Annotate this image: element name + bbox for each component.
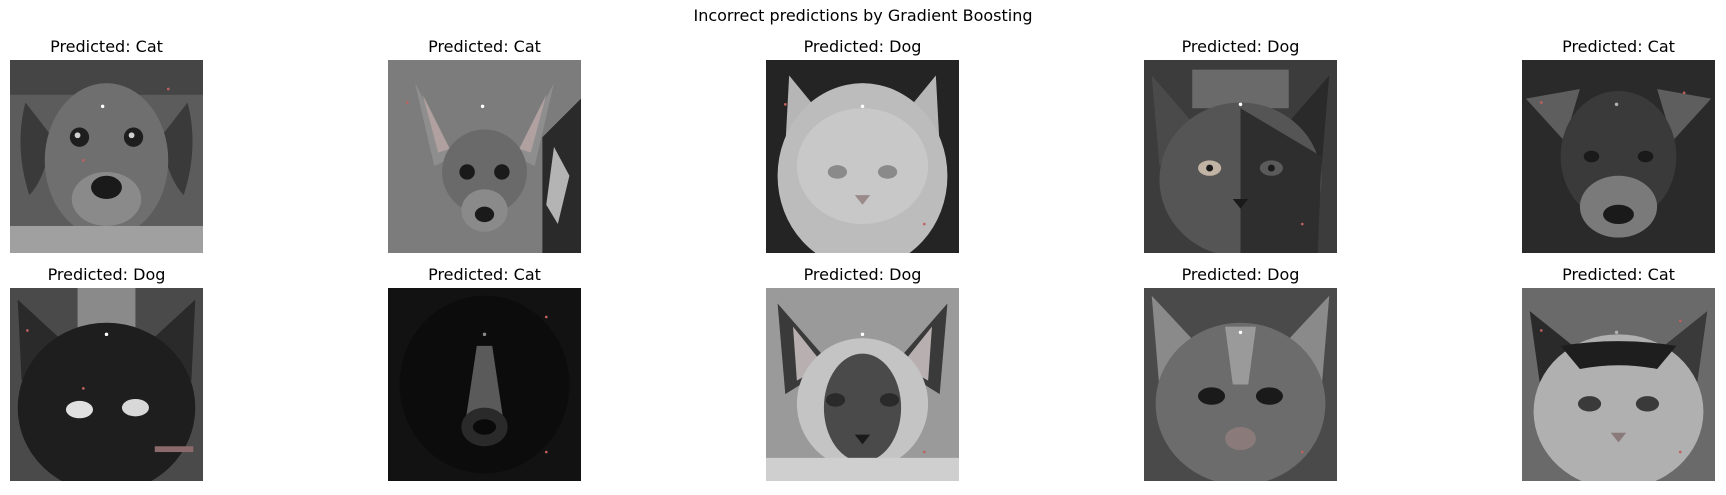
panel-title: Predicted: Cat bbox=[428, 37, 541, 56]
panel-title: Predicted: Cat bbox=[1562, 265, 1675, 284]
white-cat-image bbox=[1522, 288, 1715, 481]
black-cat-image bbox=[10, 288, 203, 481]
panel-title: Predicted: Cat bbox=[50, 37, 163, 56]
figure-title: Incorrect predictions by Gradient Boosti… bbox=[693, 6, 1033, 25]
image-panel: Predicted: Dog bbox=[766, 37, 959, 253]
tabby-cat-image bbox=[1144, 288, 1337, 481]
image-panel: Predicted: Cat bbox=[1522, 37, 1715, 253]
image-panel: Predicted: Cat bbox=[388, 37, 581, 253]
puppy-image bbox=[10, 60, 203, 253]
panel-title: Predicted: Dog bbox=[1181, 37, 1300, 56]
panel-title: Predicted: Dog bbox=[803, 37, 922, 56]
chihuahua-image bbox=[388, 60, 581, 253]
white-cat-image bbox=[766, 60, 959, 253]
image-panel: Predicted: Dog bbox=[10, 265, 203, 481]
panel-title: Predicted: Dog bbox=[1181, 265, 1300, 284]
grey-cat-image bbox=[1144, 60, 1337, 253]
image-panel: Predicted: Cat bbox=[10, 37, 203, 253]
siamese-cat-image bbox=[766, 288, 959, 481]
image-panel: Predicted: Cat bbox=[1522, 265, 1715, 481]
puppy-image bbox=[1522, 60, 1715, 253]
image-panel: Predicted: Dog bbox=[1144, 37, 1337, 253]
image-panel: Predicted: Dog bbox=[1144, 265, 1337, 481]
panel-title: Predicted: Cat bbox=[428, 265, 541, 284]
panel-title: Predicted: Dog bbox=[803, 265, 922, 284]
black-dog-image bbox=[388, 288, 581, 481]
panel-title: Predicted: Cat bbox=[1562, 37, 1675, 56]
panel-title: Predicted: Dog bbox=[47, 265, 166, 284]
image-panel: Predicted: Cat bbox=[388, 265, 581, 481]
image-panel: Predicted: Dog bbox=[766, 265, 959, 481]
